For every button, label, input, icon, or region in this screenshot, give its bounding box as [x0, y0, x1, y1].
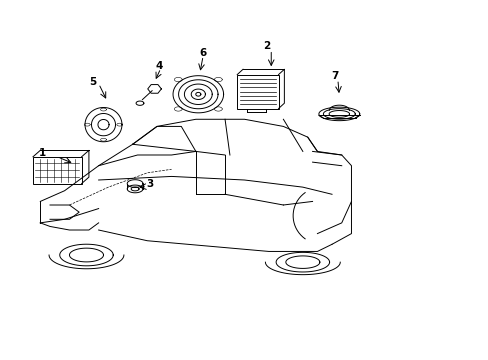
Text: 5: 5: [89, 77, 96, 87]
Text: 4: 4: [155, 61, 163, 71]
Text: 7: 7: [330, 71, 337, 81]
Text: 1: 1: [39, 148, 46, 158]
Text: 3: 3: [146, 179, 153, 189]
Text: 6: 6: [199, 48, 206, 58]
Text: 2: 2: [262, 41, 269, 51]
